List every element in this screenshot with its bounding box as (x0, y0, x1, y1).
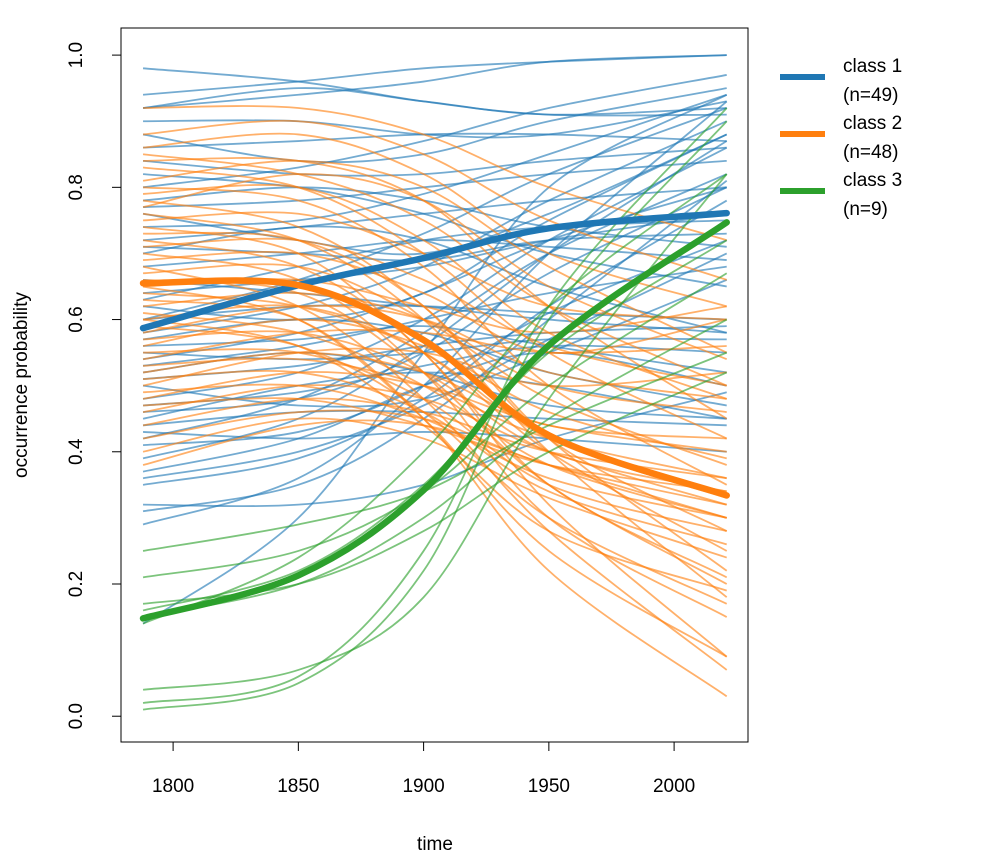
member-line (142, 285, 728, 658)
member-line (142, 120, 728, 711)
member-line (142, 173, 728, 625)
x-axis-label: time (417, 834, 453, 855)
member-line (142, 325, 728, 605)
legend-count: (n=49) (843, 85, 898, 106)
member-line (142, 74, 727, 189)
x-tick-label: 1800 (152, 776, 194, 797)
legend-label: class 2 (843, 113, 902, 134)
class-mean-line (139, 219, 730, 622)
legend-label: class 1 (843, 56, 902, 77)
y-axis-label: occurrence probability (11, 292, 32, 478)
member-line (143, 105, 727, 242)
member-line (142, 153, 728, 387)
member-line (142, 347, 727, 388)
member-line (142, 265, 728, 671)
legend-label: class 3 (843, 170, 902, 191)
y-tick-label: 0.6 (66, 306, 87, 332)
member-line (143, 237, 727, 387)
member-line (142, 344, 727, 407)
member-line (142, 318, 728, 618)
member-line (142, 252, 728, 480)
member-line (142, 87, 727, 164)
y-tick-label: 0.0 (66, 703, 87, 729)
member-line (142, 328, 727, 361)
member-line (142, 371, 727, 453)
y-tick-label: 0.8 (66, 174, 87, 200)
x-tick-label: 1950 (528, 776, 570, 797)
plot-frame (120, 27, 749, 743)
legend-count: (n=9) (843, 199, 888, 220)
member-line (142, 278, 728, 585)
legend-count: (n=48) (843, 142, 898, 163)
member-line (143, 184, 728, 400)
member-line (142, 132, 727, 308)
member-line (142, 186, 728, 486)
member-line (142, 212, 728, 598)
member-line (143, 251, 727, 354)
y-tick-label: 1.0 (66, 42, 87, 68)
member-line (142, 304, 727, 400)
member-line (142, 67, 727, 117)
member-line (142, 351, 727, 440)
member-line (142, 239, 728, 658)
member-line (142, 146, 728, 400)
member-line (142, 304, 728, 552)
member-line (142, 417, 727, 559)
member-line (142, 54, 727, 109)
member-line (142, 173, 728, 361)
member-line (143, 211, 727, 321)
x-tick-label: 1900 (402, 776, 444, 797)
member-line (142, 384, 727, 506)
member-line (142, 119, 727, 281)
x-tick-label: 1850 (277, 776, 319, 797)
y-tick-label: 0.4 (66, 438, 87, 465)
class-mean-line (139, 277, 730, 499)
x-tick-label: 2000 (653, 776, 695, 797)
member-line (143, 93, 727, 228)
member-line (142, 318, 727, 592)
y-tick-label: 0.2 (66, 571, 87, 597)
member-line (142, 239, 728, 612)
member-line (142, 318, 727, 460)
member-line (142, 87, 727, 116)
class-mean-line (139, 209, 730, 332)
